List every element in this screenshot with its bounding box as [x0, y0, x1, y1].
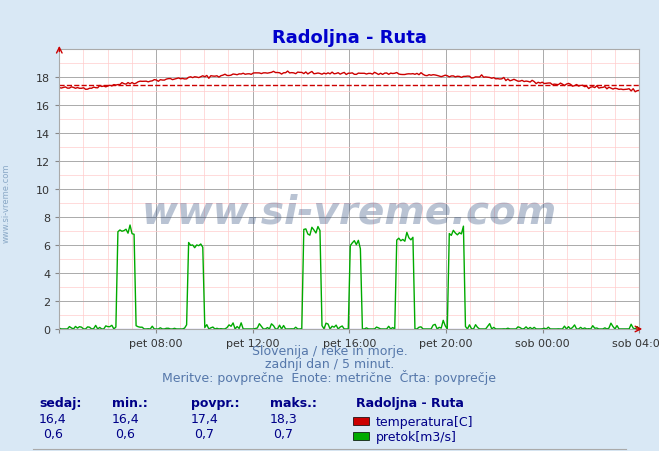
Text: www.si-vreme.com: www.si-vreme.com [142, 193, 557, 231]
Text: 0,7: 0,7 [194, 427, 214, 440]
Text: 0,6: 0,6 [43, 427, 63, 440]
Text: Slovenija / reke in morje.: Slovenija / reke in morje. [252, 344, 407, 357]
Text: 0,6: 0,6 [115, 427, 135, 440]
Text: min.:: min.: [112, 396, 148, 409]
Text: pretok[m3/s]: pretok[m3/s] [376, 430, 457, 443]
Text: Meritve: povprečne  Enote: metrične  Črta: povprečje: Meritve: povprečne Enote: metrične Črta:… [163, 369, 496, 384]
Text: temperatura[C]: temperatura[C] [376, 415, 473, 428]
Text: 18,3: 18,3 [270, 412, 297, 425]
Text: sedaj:: sedaj: [40, 396, 82, 409]
Text: maks.:: maks.: [270, 396, 317, 409]
Text: 0,7: 0,7 [273, 427, 293, 440]
Text: www.si-vreme.com: www.si-vreme.com [2, 163, 11, 243]
Text: Radoljna - Ruta: Radoljna - Ruta [356, 396, 464, 409]
Text: 16,4: 16,4 [111, 412, 139, 425]
Text: zadnji dan / 5 minut.: zadnji dan / 5 minut. [265, 358, 394, 371]
Text: povpr.:: povpr.: [191, 396, 240, 409]
Title: Radoljna - Ruta: Radoljna - Ruta [272, 29, 427, 46]
Text: 16,4: 16,4 [39, 412, 67, 425]
Text: 17,4: 17,4 [190, 412, 218, 425]
